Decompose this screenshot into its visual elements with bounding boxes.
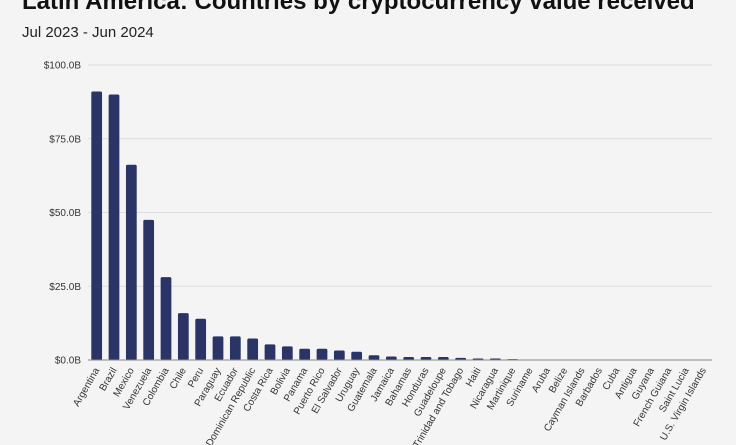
bar-venezuela — [143, 219, 155, 360]
y-tick-label: $50.0B — [49, 208, 81, 219]
chart-subtitle: Jul 2023 - Jun 2024 — [22, 24, 154, 41]
bar-mexico — [125, 164, 137, 360]
bar-puerto-rico — [316, 348, 328, 360]
bar-panama — [299, 348, 311, 360]
bar-argentina — [91, 91, 103, 361]
bar-honduras — [420, 357, 432, 360]
bar-bahamas — [403, 357, 415, 360]
bar-peru — [195, 318, 207, 360]
bar-chile — [177, 313, 189, 360]
bar-paraguay — [212, 336, 224, 360]
bar-dominican-republic — [247, 338, 259, 360]
bar-jamaica — [385, 356, 397, 360]
y-tick-label: $25.0B — [49, 282, 81, 293]
bar-brazil — [108, 94, 120, 360]
bar-ecuador — [229, 336, 241, 360]
bar-guatemala — [368, 355, 380, 360]
bar-el-salvador — [333, 350, 345, 360]
y-tick-label: $0.0B — [55, 356, 81, 367]
bar-colombia — [160, 277, 172, 360]
bar-trinidad-and-tobago — [455, 357, 467, 360]
y-tick-label: $100.0B — [44, 61, 82, 72]
y-tick-label: $75.0B — [49, 134, 81, 145]
bar-guadeloupe — [437, 357, 449, 360]
bar-uruguay — [351, 351, 363, 360]
bar-bolivia — [281, 346, 293, 360]
x-tick-label: Chile — [168, 366, 189, 392]
bar-costa-rica — [264, 344, 276, 360]
chart-title: Latin America: Countries by cryptocurren… — [22, 0, 695, 15]
